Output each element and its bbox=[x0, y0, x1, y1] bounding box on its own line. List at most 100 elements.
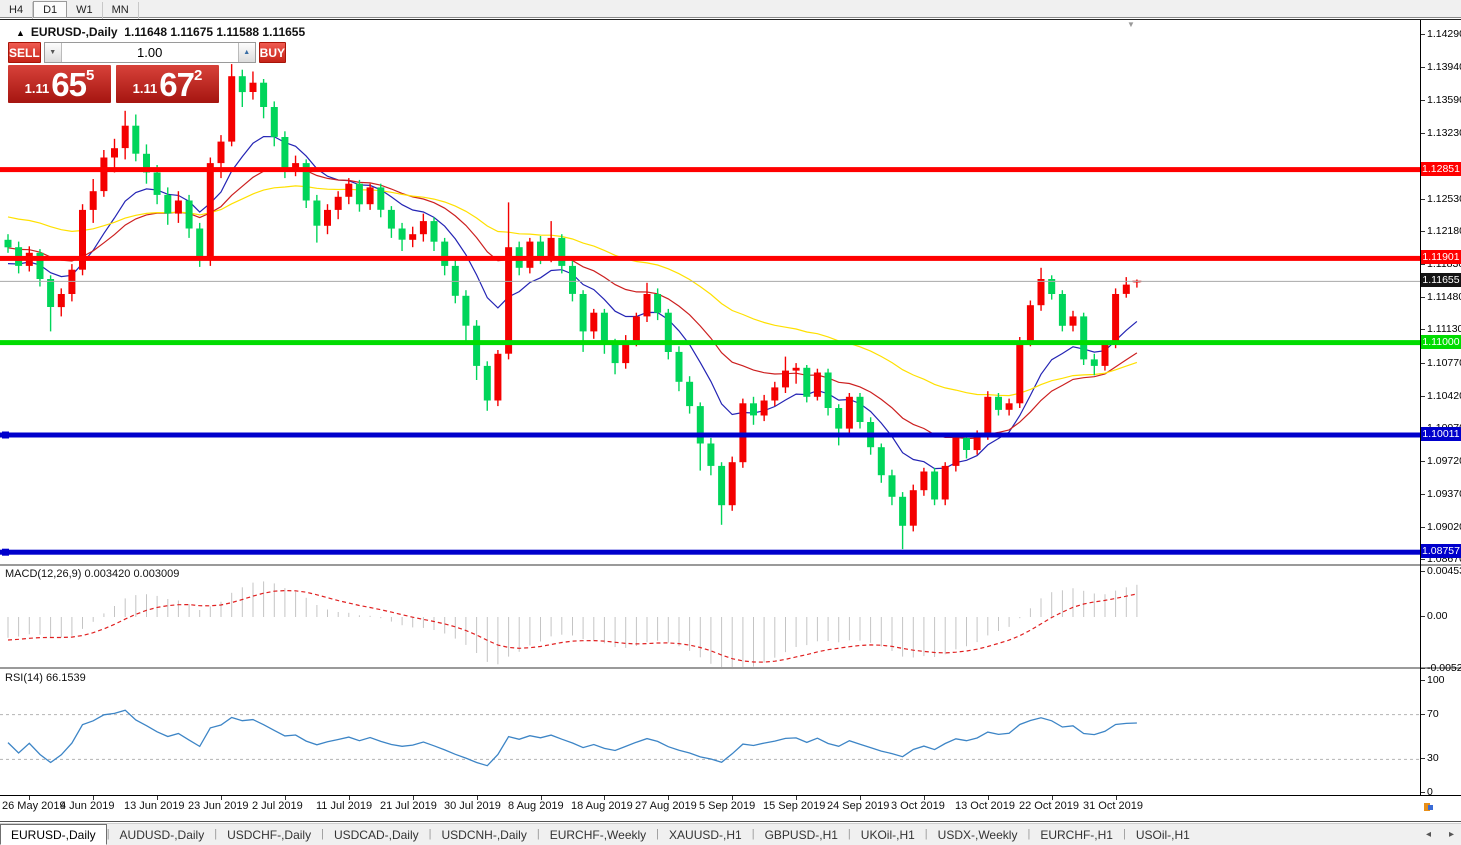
price-axis-label-tick bbox=[1421, 264, 1425, 265]
price-axis-border bbox=[1420, 20, 1421, 795]
tab-divider: | bbox=[1122, 828, 1126, 840]
chart-tab-ukoil-h1[interactable]: UKOil-,H1 bbox=[860, 828, 915, 842]
date-axis-label: 5 Sep 2019 bbox=[699, 800, 756, 812]
current-price-badge: 1.11655 bbox=[1421, 273, 1461, 287]
price-axis-label: 1.09720 bbox=[1427, 455, 1461, 467]
bid-price-display[interactable]: 1.11 65 5 bbox=[8, 65, 111, 103]
price-axis-label-tick bbox=[1421, 494, 1425, 495]
chart-tab-eurchf-h1[interactable]: EURCHF-,H1 bbox=[1040, 828, 1113, 842]
collapse-ohlc-icon[interactable]: ▲ bbox=[16, 28, 25, 38]
date-axis-label: 26 May 2019 bbox=[2, 800, 66, 812]
price-axis-label-tick bbox=[1421, 100, 1425, 101]
date-axis-label: 30 Jul 2019 bbox=[444, 800, 501, 812]
chart-tab-usdchf-daily[interactable]: USDCHF-,Daily bbox=[227, 828, 312, 842]
price-axis-label: 1.11130 bbox=[1427, 323, 1461, 335]
chart-tab-usoil-h1[interactable]: USOil-,H1 bbox=[1135, 828, 1190, 842]
date-axis-label: 18 Aug 2019 bbox=[571, 800, 633, 812]
price-axis-label-tick bbox=[1421, 133, 1425, 134]
rsi-value: 66.1539 bbox=[45, 672, 86, 684]
price-axis-label: 1.09370 bbox=[1427, 488, 1461, 500]
date-axis-tick bbox=[668, 796, 669, 800]
date-axis-tick bbox=[541, 796, 542, 800]
price-level-badge: 1.11000 bbox=[1421, 335, 1461, 349]
chart-tab-usdx-weekly[interactable]: USDX-,Weekly bbox=[937, 828, 1018, 842]
chart-tabs-bar: EURUSD-,Daily | AUDUSD-,Daily | USDCHF-,Dail… bbox=[0, 823, 1461, 845]
axis-corner-icon[interactable] bbox=[1424, 799, 1433, 811]
date-axis-tick bbox=[157, 796, 158, 800]
price-axis-label-tick bbox=[1421, 231, 1425, 232]
timeframe-button-w1[interactable]: W1 bbox=[67, 2, 103, 19]
rsi-axis-label-tick bbox=[1421, 758, 1425, 759]
rsi-axis-label: 100 bbox=[1427, 674, 1445, 686]
ask-pipette: 2 bbox=[193, 67, 203, 84]
macd-label: MACD(12,26,9) 0.003420 0.003009 bbox=[5, 568, 180, 580]
macd-signal-value: 0.003009 bbox=[133, 568, 180, 580]
macd-main-value: 0.003420 bbox=[84, 568, 131, 580]
tab-divider: | bbox=[321, 828, 324, 840]
date-axis-tick bbox=[477, 796, 478, 800]
date-axis-tick bbox=[349, 796, 350, 800]
sell-button[interactable]: SELL bbox=[8, 42, 41, 63]
macd-axis-label: 0.004536 bbox=[1427, 565, 1461, 577]
macd-axis-label-tick bbox=[1421, 668, 1425, 669]
price-axis-label: 1.12180 bbox=[1427, 225, 1461, 237]
chart-shift-marker-icon[interactable]: ▼ bbox=[1127, 20, 1135, 29]
price-axis-label-tick bbox=[1421, 527, 1425, 528]
bid-big-digits: 65 bbox=[51, 66, 87, 103]
price-axis-label-tick bbox=[1421, 363, 1425, 364]
buy-button[interactable]: BUY bbox=[258, 42, 287, 63]
tab-divider: | bbox=[106, 828, 110, 840]
rsi-pane[interactable] bbox=[0, 669, 1420, 797]
date-axis-label: 11 Jul 2019 bbox=[316, 800, 373, 812]
tab-divider: | bbox=[536, 828, 540, 840]
price-pane[interactable] bbox=[0, 21, 1420, 566]
timeframe-button-mn[interactable]: MN bbox=[103, 2, 139, 19]
date-axis-border bbox=[0, 795, 1461, 796]
date-axis-label: 15 Sep 2019 bbox=[763, 800, 826, 812]
rsi-axis-label-tick bbox=[1421, 714, 1425, 715]
ask-price-display[interactable]: 1.11 67 2 bbox=[116, 65, 219, 103]
price-axis-label: 1.11480 bbox=[1427, 291, 1461, 303]
macd-pane[interactable] bbox=[0, 566, 1420, 670]
volume-down-icon[interactable]: ▼ bbox=[44, 43, 62, 62]
chart-tab-xauusd-h1[interactable]: XAUUSD-,H1 bbox=[669, 828, 742, 842]
chart-window[interactable] bbox=[0, 19, 1461, 822]
date-axis-tick bbox=[796, 796, 797, 800]
date-axis-tick bbox=[285, 796, 286, 800]
chart-tab-eurusd-daily[interactable]: EURUSD-,Daily bbox=[0, 824, 107, 845]
chart-tab-gbpusd-h1[interactable]: GBPUSD-,H1 bbox=[764, 828, 838, 842]
pane-splitter-macd[interactable] bbox=[0, 564, 1461, 566]
tabs-scroll-right-icon[interactable]: ▸ bbox=[1449, 829, 1455, 840]
price-axis-label-tick bbox=[1421, 329, 1425, 330]
price-axis-label: 1.12530 bbox=[1427, 193, 1461, 205]
date-axis-label: 13 Jun 2019 bbox=[124, 800, 185, 812]
chart-tab-usdcnh-daily[interactable]: USDCNH-,Daily bbox=[441, 828, 527, 842]
timeframe-button-h4[interactable]: H4 bbox=[0, 2, 34, 19]
date-axis-label: 13 Oct 2019 bbox=[955, 800, 1015, 812]
chart-title-bar: ▲ EURUSD-,Daily 1.11648 1.11675 1.11588 1… bbox=[16, 25, 305, 39]
macd-axis-label: -0.005205 bbox=[1427, 662, 1461, 674]
price-axis-label-tick bbox=[1421, 461, 1425, 462]
chart-tab-eurchf-weekly[interactable]: EURCHF-,Weekly bbox=[549, 828, 647, 842]
date-axis-tick bbox=[413, 796, 414, 800]
macd-axis-label-tick bbox=[1421, 571, 1425, 572]
date-axis-label: 3 Oct 2019 bbox=[891, 800, 945, 812]
tab-divider: | bbox=[1027, 828, 1031, 840]
volume-up-icon[interactable]: ▲ bbox=[237, 43, 255, 62]
macd-axis-label: 0.00 bbox=[1427, 610, 1448, 622]
date-axis-label: 22 Oct 2019 bbox=[1019, 800, 1079, 812]
price-axis-label-tick bbox=[1421, 199, 1425, 200]
bid-prefix: 1.11 bbox=[24, 81, 50, 96]
chart-tab-usdcad-daily[interactable]: USDCAD-,Daily bbox=[333, 828, 419, 842]
chart-symbol-title: EURUSD-,Daily bbox=[30, 25, 118, 39]
pane-splitter-rsi[interactable] bbox=[0, 667, 1461, 669]
chart-tab-audusd-daily[interactable]: AUDUSD-,Daily bbox=[119, 828, 205, 842]
tabs-scroll-left-icon[interactable]: ◂ bbox=[1426, 829, 1432, 840]
volume-input[interactable] bbox=[61, 43, 238, 62]
timeframe-button-d1[interactable]: D1 bbox=[33, 1, 68, 18]
chart-ohlc-values: 1.11648 1.11675 1.11588 1.11655 bbox=[124, 25, 306, 39]
price-axis-label-tick bbox=[1421, 396, 1425, 397]
tab-divider: | bbox=[924, 828, 928, 840]
tab-divider: | bbox=[751, 828, 755, 840]
